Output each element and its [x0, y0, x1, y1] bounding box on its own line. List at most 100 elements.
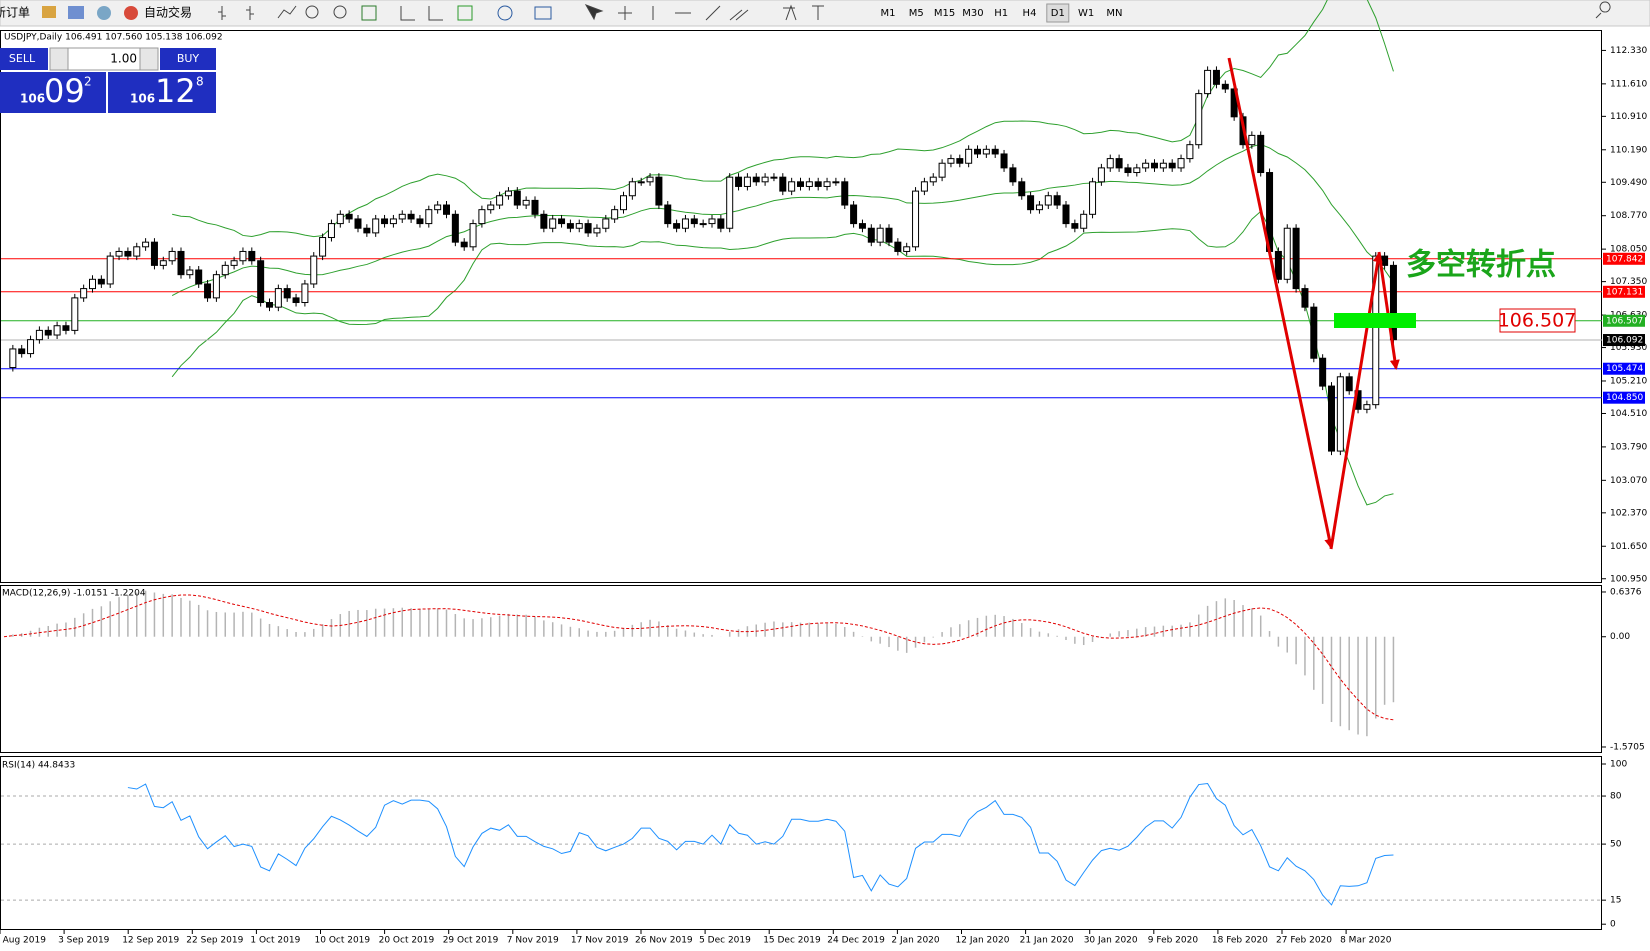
new-order-button[interactable]: 新订单 [0, 5, 30, 20]
buy-label[interactable]: BUY [177, 52, 200, 65]
bid-box[interactable] [0, 72, 106, 113]
level-tag [1603, 334, 1645, 347]
icon[interactable] [618, 5, 749, 21]
sell-button[interactable] [0, 48, 48, 70]
icon[interactable] [361, 5, 377, 21]
icon[interactable] [124, 6, 138, 20]
candle [1133, 167, 1141, 174]
candle [708, 218, 716, 225]
candle [1345, 376, 1353, 392]
y-tick-label: 108.050 [1610, 245, 1647, 255]
timeframe-button[interactable]: H4 [1023, 8, 1037, 19]
candle [558, 218, 566, 225]
candle [1071, 223, 1079, 229]
timeframe-button[interactable]: W1 [1078, 8, 1094, 19]
ask-point: 8 [196, 75, 204, 89]
timeframe-button[interactable]: M15 [934, 8, 955, 19]
icon[interactable] [305, 5, 319, 19]
candle [239, 250, 247, 262]
candle [1274, 250, 1282, 280]
candle [876, 227, 884, 243]
candle [611, 209, 619, 220]
x-axis: 6 Aug 2019 3 Sep 2019 12 Sep 2019 22 Sep 20… [0, 929, 1392, 946]
y-tick-label: 100 [1610, 760, 1627, 770]
y-tick-label: 107.350 [1610, 277, 1647, 287]
ask-box[interactable] [108, 72, 216, 113]
level-tag [1603, 391, 1645, 404]
x-tick-label: 27 Feb 2020 [1276, 936, 1332, 946]
candle [133, 246, 141, 257]
candle [248, 250, 256, 262]
bollinger-band [171, 210, 1394, 506]
icon[interactable] [277, 5, 297, 19]
lot-down[interactable] [49, 47, 69, 71]
timeframe-button[interactable]: M30 [962, 8, 983, 19]
candle [566, 223, 574, 229]
timeframe-button[interactable]: M5 [909, 8, 924, 19]
icon[interactable] [534, 6, 552, 20]
level-tag [1603, 285, 1645, 298]
buy-button[interactable] [160, 48, 216, 70]
candle [513, 190, 521, 206]
candle [841, 181, 849, 206]
y-tick-label: 108.770 [1610, 211, 1647, 221]
candle [1177, 158, 1185, 169]
candle [9, 348, 17, 369]
candle [620, 195, 627, 211]
icon[interactable] [1595, 1, 1611, 19]
lot-up[interactable] [139, 47, 159, 71]
candle [1283, 227, 1291, 280]
lot-value[interactable]: 1.00 [110, 52, 137, 66]
candle [1310, 306, 1318, 359]
y-tick-label: -1.5705 [1610, 742, 1645, 752]
y-tick-label: 0 [1610, 920, 1616, 930]
bid-big: 106 [20, 92, 45, 106]
candle [1195, 93, 1203, 146]
y-tick-label: 103.790 [1610, 442, 1647, 452]
y-tick-label: 80 [1610, 792, 1622, 802]
icon[interactable] [457, 5, 473, 21]
main-panel-border [0, 30, 1602, 583]
candle [460, 241, 468, 248]
y-tick-label: 104.510 [1610, 409, 1647, 419]
candle [1053, 195, 1061, 206]
icon[interactable] [97, 6, 111, 20]
icon[interactable] [218, 6, 254, 20]
candle [62, 325, 70, 331]
candle [221, 264, 229, 276]
icon[interactable] [783, 4, 824, 21]
sell-label[interactable]: SELL [9, 52, 36, 65]
candle [89, 278, 96, 290]
candle [274, 288, 282, 308]
candle [142, 241, 150, 248]
level-tag [1603, 362, 1645, 375]
icon[interactable] [42, 6, 56, 18]
candle [655, 176, 663, 206]
icon[interactable] [584, 4, 604, 21]
candle [717, 218, 725, 229]
candle [301, 283, 309, 304]
candle [292, 297, 300, 304]
candle [770, 176, 778, 179]
icon[interactable] [400, 6, 443, 21]
icon[interactable] [333, 5, 347, 19]
candle [637, 181, 645, 184]
x-tick-label: 15 Dec 2019 [763, 936, 821, 946]
timeframe-button[interactable]: H1 [994, 8, 1008, 19]
chart-title: USDJPY,Daily 106.491 107.560 105.138 106… [4, 33, 223, 43]
auto-trading-button[interactable]: 自动交易 [144, 5, 192, 20]
timeframe-button[interactable]: M1 [881, 8, 896, 19]
candle [593, 227, 601, 234]
timeframe-button[interactable]: D1 [1051, 8, 1065, 19]
icon[interactable] [497, 5, 513, 21]
candle [195, 269, 203, 285]
timeframe-button[interactable]: MN [1106, 8, 1122, 19]
x-tick-label: 7 Nov 2019 [507, 936, 559, 946]
candle [850, 204, 858, 225]
icon[interactable] [68, 6, 84, 19]
candle [1301, 288, 1309, 308]
x-tick-label: 6 Aug 2019 [0, 936, 46, 946]
rsi-panel: 100 80 50 15 0 [1, 760, 1627, 930]
x-tick-label: 29 Oct 2019 [443, 936, 499, 946]
arrow [1329, 252, 1383, 550]
